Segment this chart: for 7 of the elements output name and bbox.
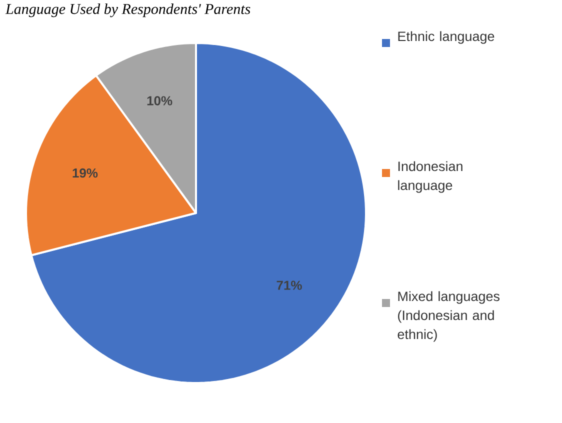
data-label: 10% bbox=[147, 96, 172, 106]
legend-label: Ethnic language bbox=[398, 31, 494, 44]
data-label: 71% bbox=[276, 280, 302, 290]
chart-title: Language Used by Respondents' Parents bbox=[5, 4, 250, 18]
data-label: 19% bbox=[72, 168, 98, 178]
legend-label: Mixed languages (Indonesian and ethnic) bbox=[398, 291, 500, 342]
legend-label: Indonesian language bbox=[398, 161, 462, 193]
